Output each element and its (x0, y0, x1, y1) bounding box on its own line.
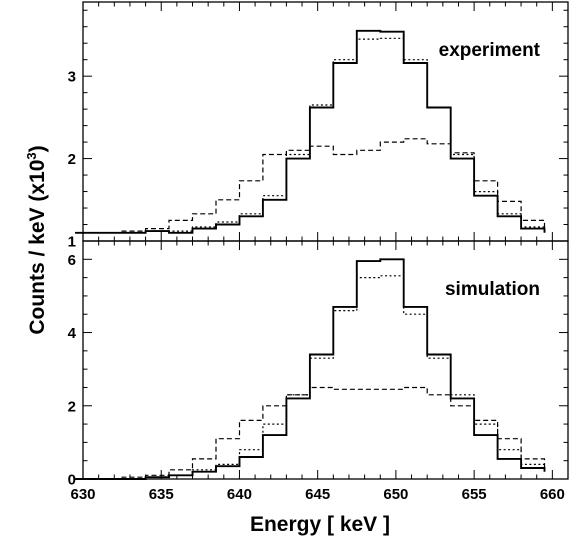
x-axis-title: Energy [ keV ] (250, 513, 390, 536)
x-tick-label: 655 (462, 486, 487, 503)
y-tick-label: 0 (68, 472, 76, 489)
panel-simulation: 0 2 4 6 simulation (68, 240, 569, 489)
y-tick-label: 1 (68, 234, 76, 251)
y-tick-label: 2 (68, 151, 76, 168)
y-tick-label: 6 (68, 252, 76, 269)
y-axis-title-main: Counts / keV (x10 (26, 160, 49, 335)
series-solid (75, 29, 546, 234)
x-tick-label: 645 (305, 486, 330, 503)
plot-frame (82, 1, 569, 242)
series-dotted (75, 275, 546, 480)
x-tick-label: 635 (149, 486, 174, 503)
y-tick-label: 2 (68, 398, 76, 415)
panel-label: experiment (439, 40, 541, 61)
y-tick-label: 3 (68, 69, 76, 86)
series-dashed (75, 138, 546, 234)
series-dashed (75, 386, 546, 480)
panel-label: simulation (445, 279, 540, 300)
y-axis-title-exponent: 3 (24, 152, 39, 159)
x-tick-labels: 630 635 640 645 650 655 660 (70, 486, 564, 503)
x-tick-label: 660 (540, 486, 565, 503)
y-tick-label: 4 (68, 325, 77, 342)
y-axis-title-tail: ) (26, 145, 49, 152)
x-tick-label: 650 (383, 486, 408, 503)
y-axis-title: Counts / keV (x103) (24, 145, 49, 334)
x-tick-label: 640 (227, 486, 252, 503)
plot-frame (82, 240, 569, 480)
panel-experiment: 1 2 3 experiment (68, 1, 569, 251)
x-tick-label: 630 (70, 486, 95, 503)
